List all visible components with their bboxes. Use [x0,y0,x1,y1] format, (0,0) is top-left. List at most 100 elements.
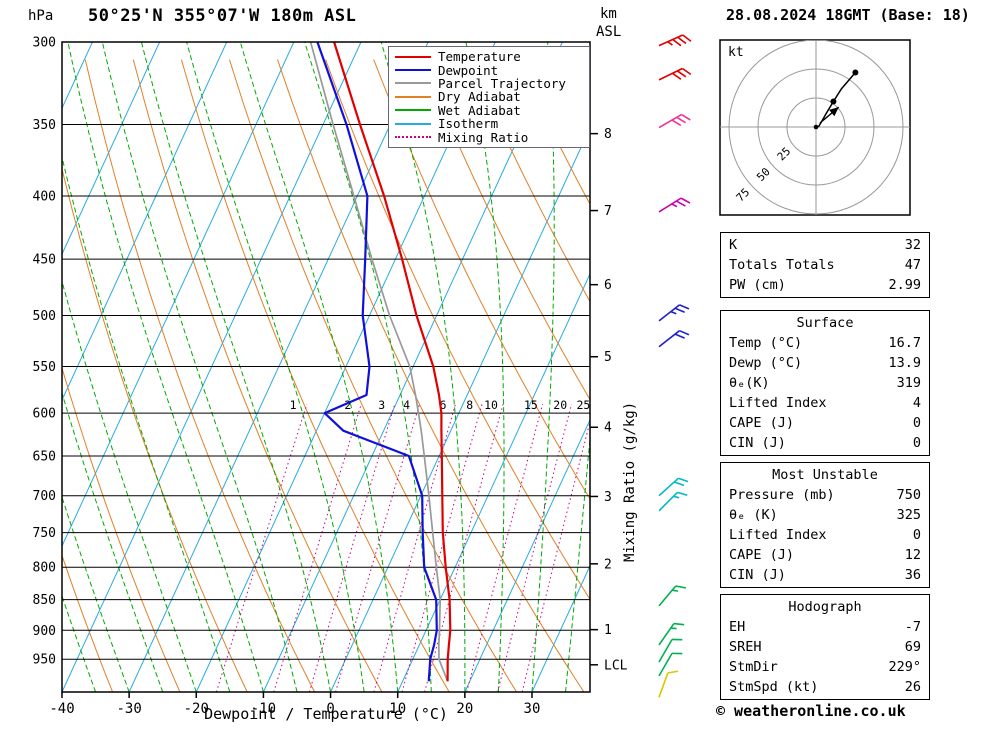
wind-barb [658,622,685,646]
panel-row-value: 0 [912,527,921,543]
wind-barb-feather [673,622,685,626]
panel-row: EH -7 [721,617,929,637]
wind-barb [658,670,679,698]
panel-row-label: K [729,237,738,253]
wind-barb-feather [672,38,682,47]
km-tick-label: 8 [604,127,612,142]
wind-barb-feather [671,638,683,641]
dry-adiabat-line [277,59,585,692]
mixing-ratio-line [335,403,420,692]
isotherm-line [62,42,161,256]
legend-item: Wet Adiabat [389,102,589,118]
legend-item: Temperature [389,49,589,64]
panel-section: Surface Temp (°C) 16.7 Dewp (°C) 13.9 θₑ(K) 31… [720,310,930,456]
wet-adiabat-line [62,155,231,692]
wind-barb-feather [680,197,691,204]
legend-label: Dry Adiabat [438,89,521,105]
wind-barb [658,477,689,497]
mixing-ratio-group [215,403,590,692]
panel-row-label: CAPE (J) [729,547,795,563]
temp-tick-label: -30 [116,701,141,717]
wind-barb-feather [682,34,692,42]
wind-barb-feather [672,72,682,80]
panel-row: Temp (°C) 16.7 [721,333,929,353]
panel-row-value: 750 [896,487,921,503]
wind-barb-feather [678,477,689,483]
wind-barb-feather [674,333,685,339]
isotherm-line [531,564,590,692]
legend-swatch-solid [395,69,431,72]
pressure-tick-label: 600 [33,407,56,422]
hodograph-trace-dot [830,98,837,105]
pressure-tick-label: 400 [33,190,56,205]
legend-swatch-solid [395,109,431,112]
wind-barb [658,652,683,677]
mixing-ratio-axis-title: Mixing Ratio (g/kg) [622,401,638,562]
wind-barb-shaft [658,477,679,497]
wet-adiabat-line [140,42,332,692]
panel-section: Most Unstable Pressure (mb) 750 θₑ (K) 325 Li… [720,462,930,588]
panel-section-header: Hodograph [788,599,862,615]
pressure-tick-label: 500 [33,309,56,324]
panel-row-value: 16.7 [888,335,921,351]
mixing-ratio-label: 2 [344,398,351,412]
wind-barb [658,113,691,129]
legend-swatch-solid [395,122,431,125]
temp-tick-label: 30 [524,701,541,717]
panel-row: PW (cm) 2.99 [721,275,929,295]
wind-barb [658,638,683,663]
legend-item: Dry Adiabat [389,89,589,105]
wind-barb-feather [677,491,688,497]
legend-item: Parcel Trajectory [389,76,589,91]
panel-row-label: Pressure (mb) [729,487,835,503]
panel-row: StmDir 229° [721,657,929,677]
pressure-tick-label: 850 [33,593,56,608]
panel-row: CIN (J) 36 [721,565,929,585]
pressure-tick-label: 750 [33,526,56,541]
wind-barbs-group [658,34,692,698]
isotherm-line [0,42,25,692]
wet-adiabat-line [304,42,432,692]
dry-adiabat-line [62,366,181,692]
pressure-tick-label: 700 [33,489,56,504]
legend-label: Isotherm [438,116,499,132]
legend-item: Isotherm [389,116,589,132]
legend-swatch-dotted [395,136,431,139]
temp-tick-label: 20 [456,701,473,717]
wet-adiabat-line [186,42,365,692]
wind-barb-shaft [658,491,678,512]
temp-tick-label: -10 [251,701,276,717]
mixing-ratio-label: 15 [524,398,538,412]
copyright: © weatheronline.co.uk [716,702,906,720]
legend-swatch-solid [395,95,431,98]
dry-adiabat-line [132,59,383,692]
km-tick-label: 4 [604,421,612,436]
hodograph-trace-dot [852,69,859,76]
legend-label: Wet Adiabat [438,102,521,118]
parcel-trajectory-curve [309,42,449,682]
dry-adiabat-line [229,59,518,692]
wind-barb-feather [667,670,679,674]
dewpoint-curve [316,42,438,682]
panel-row: CAPE (J) 0 [721,413,929,433]
panel-row-label: Temp (°C) [729,335,803,351]
panel-row: θₑ (K) 325 [721,505,929,525]
wind-barb-feather [674,307,685,314]
wind-barb-shaft [658,304,680,322]
panel-row-value: 0 [912,415,921,431]
km-tick-label: 6 [604,278,612,293]
km-tick-label: 7 [604,204,612,219]
km-tick-label: 2 [604,557,612,572]
wind-barb-shaft [658,652,673,677]
panel-row-value: -7 [904,619,921,635]
panel-section-header: Most Unstable [772,467,878,483]
panel-row-label: Dewp (°C) [729,355,803,371]
panel-row-value: 319 [896,375,921,391]
temp-tick-label: 10 [389,701,406,717]
legend-label: Mixing Ratio [438,129,529,145]
panel-row: Pressure (mb) 750 [721,485,929,505]
panel-section: Hodograph EH -7 SREH 69 StmDir 229° StmSpd (kt)… [720,594,930,700]
legend: Temperature Dewpoint Parcel Trajectory Dry … [388,46,590,148]
